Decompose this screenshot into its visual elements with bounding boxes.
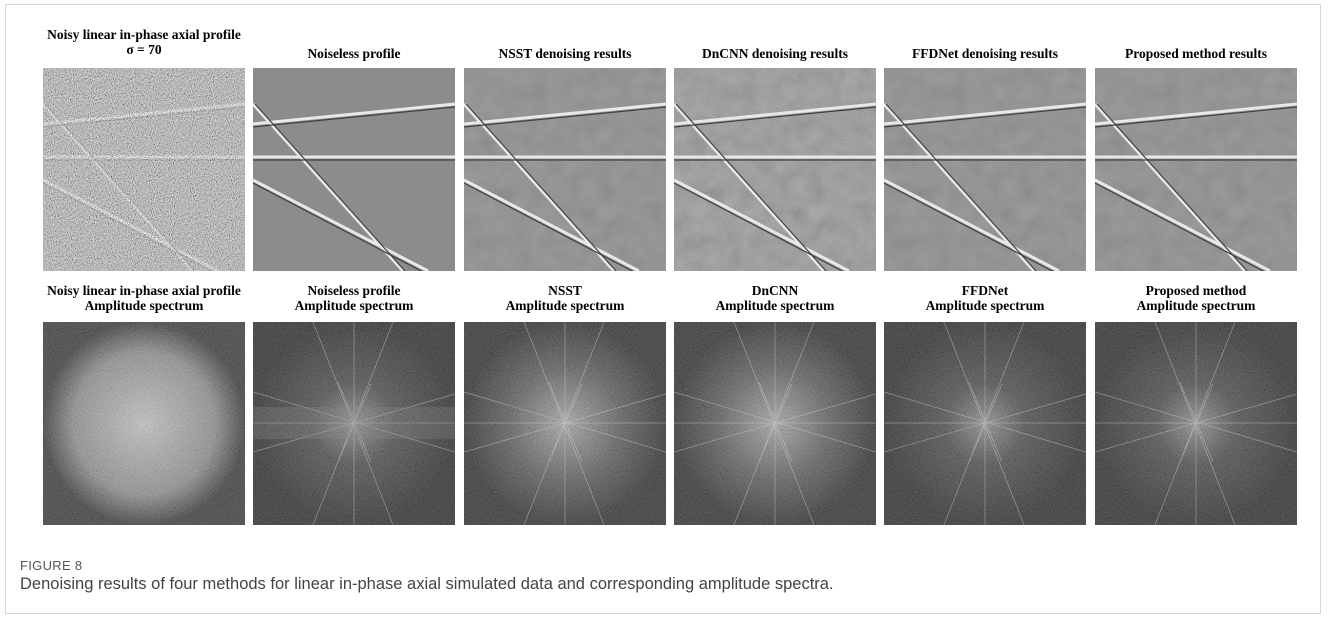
panel-title: Noisy linear in-phase axial profile [47,283,241,298]
panel-title: Noisy linear in-phase axial profile [47,27,241,42]
figure-frame [5,4,1321,614]
panel-title: Amplitude spectrum [295,298,415,313]
panel-title: Amplitude spectrum [926,298,1046,313]
panel-title: Amplitude spectrum [1137,298,1257,313]
panel-title: FFDNet denoising results [912,46,1058,61]
panel-title: FFDNet [962,283,1009,298]
panel-title: DnCNN denoising results [702,46,848,61]
panel-title: Noiseless profile [307,283,400,298]
image-panel [43,68,245,271]
image-panel [1095,322,1297,525]
panel-title: Proposed method results [1125,46,1267,61]
panel-title: Amplitude spectrum [506,298,626,313]
figure-label: FIGURE 8 [20,558,83,573]
image-panel [674,322,876,525]
figure-caption: Denoising results of four methods for li… [20,575,834,593]
image-panel [43,322,245,525]
image-panel [884,68,1086,271]
panel-title: Noiseless profile [307,46,400,61]
image-panel [464,322,666,525]
image-panel [253,322,455,525]
panel-title: Amplitude spectrum [716,298,836,313]
panel-title: DnCNN [752,283,799,298]
image-panel [464,68,666,271]
panel-title: Proposed method [1146,283,1247,298]
panel-title: Amplitude spectrum [85,298,205,313]
image-panel [253,68,455,271]
image-panel [674,68,876,271]
panel-title: NSST denoising results [498,46,631,61]
panel-title: σ = 70 [126,42,162,57]
panel-title: NSST [548,283,582,298]
image-panel [1095,68,1297,271]
image-panel [884,322,1086,525]
